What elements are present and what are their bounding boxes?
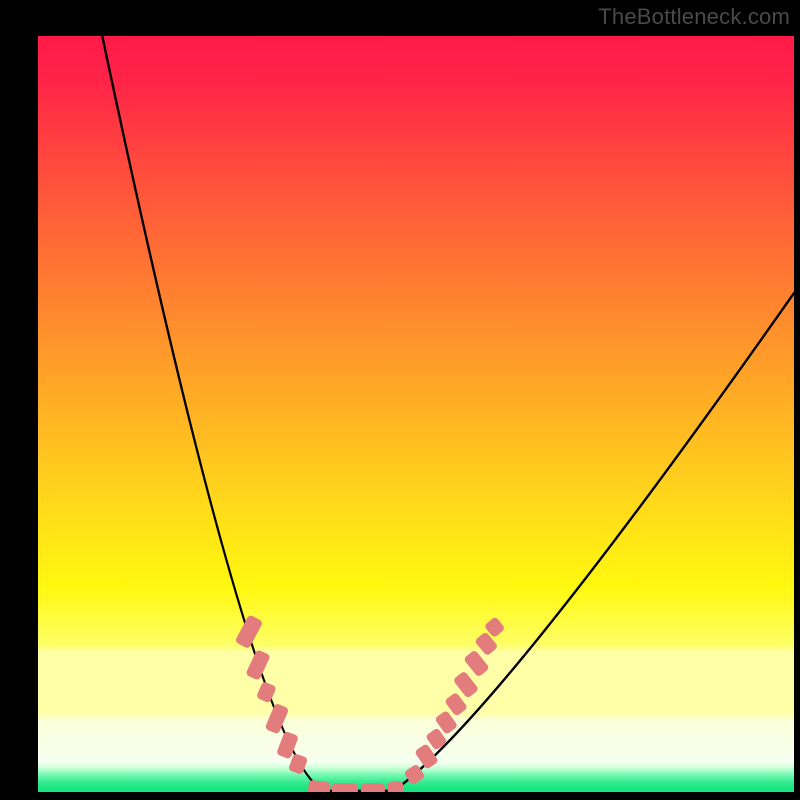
chart-svg (0, 0, 800, 800)
plot-background (38, 36, 794, 792)
watermark-text: TheBottleneck.com (598, 4, 790, 30)
bottleneck-chart: TheBottleneck.com (0, 0, 800, 800)
